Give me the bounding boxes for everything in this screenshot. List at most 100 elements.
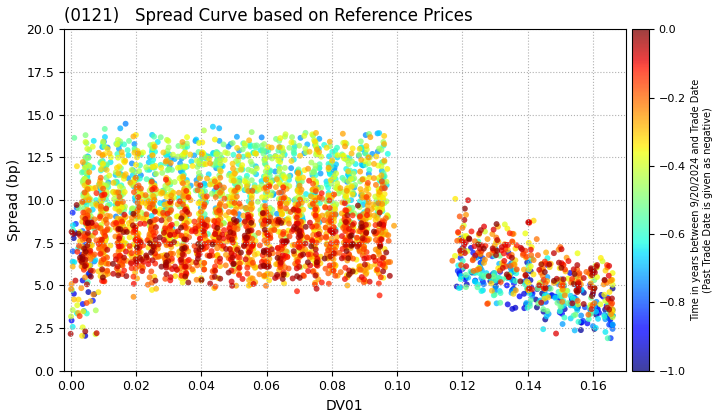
Point [225, 202, 237, 209]
Point [229, 187, 240, 194]
Point [154, 210, 166, 217]
Point [561, 255, 572, 261]
Point [117, 246, 129, 252]
Point [132, 231, 144, 237]
Point [276, 149, 288, 155]
Point [228, 233, 239, 239]
Point [280, 183, 292, 189]
Point [361, 211, 373, 218]
Point [148, 203, 159, 210]
Point [312, 262, 323, 269]
Point [138, 149, 149, 156]
Point [361, 194, 372, 200]
Point [147, 152, 158, 159]
Point [294, 220, 306, 226]
Point [364, 236, 375, 242]
Point [292, 257, 304, 263]
Point [180, 263, 192, 270]
Point [297, 174, 309, 181]
Point [374, 257, 385, 263]
Point [103, 260, 114, 267]
Point [313, 165, 325, 171]
Point [148, 145, 159, 152]
Point [523, 287, 534, 294]
Point [381, 231, 392, 238]
Point [214, 207, 225, 213]
Point [95, 166, 107, 173]
Point [197, 228, 209, 234]
Point [179, 153, 190, 160]
Point [184, 218, 195, 225]
Point [310, 272, 321, 279]
Point [197, 139, 208, 146]
Point [344, 254, 356, 261]
Point [359, 232, 371, 239]
Point [146, 131, 158, 138]
Point [159, 213, 171, 219]
Point [164, 234, 176, 241]
Point [541, 307, 553, 314]
Point [294, 219, 306, 226]
Point [314, 165, 325, 171]
Point [165, 241, 176, 248]
Point [480, 242, 491, 249]
Point [173, 143, 184, 150]
Point [119, 211, 130, 218]
Point [184, 263, 195, 270]
Point [193, 149, 204, 155]
Point [117, 199, 129, 205]
Point [144, 239, 156, 245]
Point [149, 143, 161, 150]
Point [543, 260, 554, 267]
Point [536, 261, 547, 268]
Point [557, 279, 568, 286]
Point [320, 234, 332, 240]
Point [199, 266, 210, 273]
Point [474, 245, 485, 252]
Point [276, 264, 287, 270]
Point [70, 277, 81, 284]
Point [557, 287, 569, 294]
Point [144, 218, 156, 225]
Point [292, 175, 303, 182]
Point [175, 257, 186, 263]
Point [202, 175, 213, 182]
Point [503, 274, 515, 281]
Point [166, 166, 178, 173]
Point [378, 170, 390, 176]
Point [78, 161, 90, 168]
Point [199, 202, 210, 209]
Point [144, 223, 156, 229]
Point [170, 233, 181, 240]
Point [107, 221, 119, 228]
Point [91, 200, 102, 207]
Point [368, 175, 379, 181]
Point [474, 230, 485, 236]
Point [602, 302, 613, 309]
Point [455, 248, 467, 255]
Point [489, 291, 500, 298]
Point [130, 131, 142, 138]
Point [225, 220, 237, 226]
Point [98, 278, 109, 284]
Point [327, 206, 338, 213]
Point [136, 256, 148, 262]
Point [473, 231, 485, 238]
Point [341, 207, 352, 214]
Point [223, 215, 235, 222]
Point [351, 235, 363, 242]
Point [261, 175, 273, 182]
Point [229, 197, 240, 203]
Point [372, 130, 383, 137]
Point [252, 250, 264, 257]
Point [240, 205, 252, 211]
Point [361, 182, 373, 189]
Point [598, 293, 609, 300]
Point [328, 267, 339, 273]
Point [99, 241, 110, 247]
Point [526, 293, 538, 300]
Point [148, 180, 160, 187]
Point [107, 270, 119, 277]
Point [145, 223, 157, 230]
Point [115, 262, 127, 268]
